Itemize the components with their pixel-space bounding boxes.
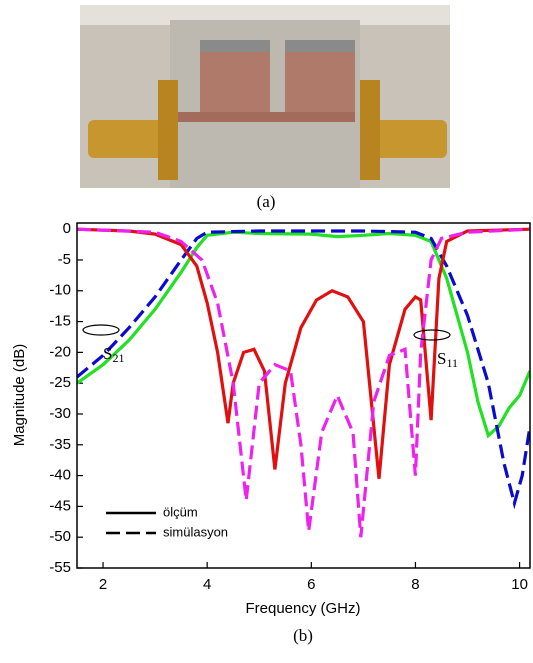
y-tick-label: -20 <box>49 343 71 360</box>
annotation-ellipse <box>413 329 451 341</box>
x-tick-label: 4 <box>203 576 211 593</box>
legend-label: ölçüm <box>163 504 198 519</box>
series-line <box>77 227 530 538</box>
x-tick-label: 8 <box>411 576 419 593</box>
y-tick-label: 0 <box>63 220 71 237</box>
annotation: S21 <box>103 344 124 365</box>
chart-caption: (b) <box>293 626 313 645</box>
y-tick-label: -10 <box>49 282 71 299</box>
annotation: S11 <box>437 349 458 370</box>
y-tick-label: -5 <box>58 251 71 268</box>
y-tick-label: -55 <box>49 559 71 576</box>
annotation-text: S <box>103 344 112 363</box>
annotation-ellipse <box>82 324 120 336</box>
x-axis-label: Frequency (GHz) <box>245 600 360 617</box>
series-line <box>77 230 530 439</box>
photo-caption: (a) <box>257 192 276 211</box>
x-tick-label: 6 <box>307 576 315 593</box>
y-tick-label: -30 <box>49 405 71 422</box>
y-axis-label: Magnitude (dB) <box>11 344 28 447</box>
plot-frame <box>76 222 531 569</box>
y-tick-label: -40 <box>49 467 71 484</box>
annotation-subscript: 21 <box>112 351 124 365</box>
y-tick-label: -45 <box>49 497 71 514</box>
plot-lines <box>77 227 530 538</box>
y-tick-label: -25 <box>49 374 71 391</box>
y-tick-label: -35 <box>49 436 71 453</box>
series-line <box>77 229 530 510</box>
series-line <box>77 227 530 479</box>
annotation-text: S <box>437 349 446 368</box>
annotation-subscript: 11 <box>446 356 458 370</box>
x-tick-label: 2 <box>99 576 107 593</box>
y-tick-label: -50 <box>49 528 71 545</box>
device-photo <box>80 5 450 188</box>
y-tick-label: -15 <box>49 313 71 330</box>
legend-label: simülasyon <box>163 524 228 539</box>
x-tick-label: 10 <box>511 576 528 593</box>
